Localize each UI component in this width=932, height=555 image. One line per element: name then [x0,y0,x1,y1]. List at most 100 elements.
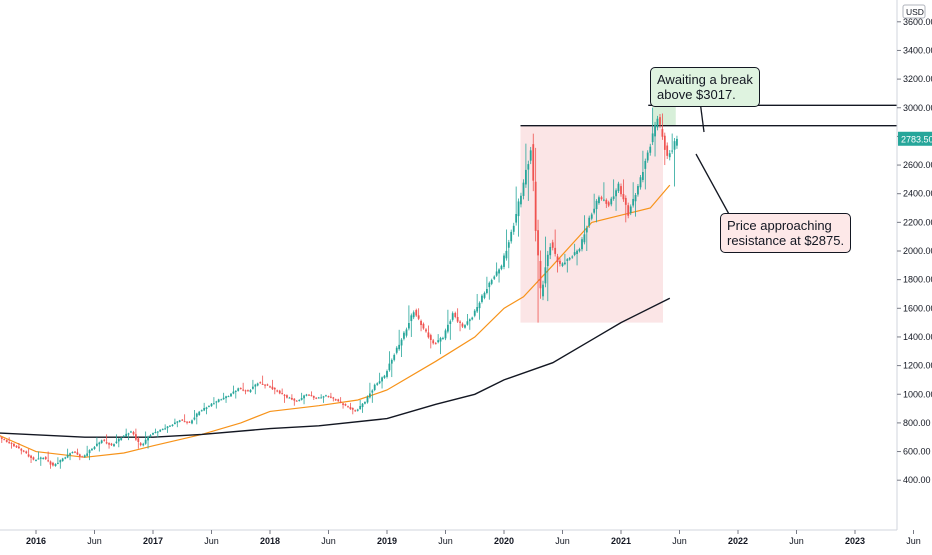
x-tick-label: 2022 [728,536,748,546]
y-tick-label: 3000.00 [903,103,932,113]
candle-body [598,197,600,203]
candle-body [674,141,676,149]
candle-body [111,444,113,445]
candle-body [11,443,13,444]
candle-body [120,438,122,440]
candle-body [174,423,176,424]
candle-body [250,390,252,392]
candle-body [574,252,576,255]
candle-body [237,388,239,390]
candle-body [64,457,66,458]
candle-body [418,315,420,318]
x-tick-label: Jun [321,536,336,546]
y-tick-label: 2000.00 [903,246,932,256]
candle-body [228,396,230,397]
y-tick-label: 2200.00 [903,217,932,227]
candle-body [469,319,471,321]
candle-body [284,395,286,396]
candle-body [3,439,5,440]
candle-body [537,230,539,255]
break-callout: Awaiting a break above $3017. [650,67,760,107]
candle-body [155,432,157,433]
candle-body [89,450,91,453]
candle-body [364,402,366,404]
candle-body [203,408,205,410]
candle-body [20,449,22,451]
break-callout-line2: above $3017. [657,87,753,102]
y-tick-label: 2600.00 [903,160,932,170]
candle-body [445,330,447,338]
candle-body [442,338,444,339]
candle-body [106,442,108,443]
candle-body [62,459,64,462]
candle-body [374,385,376,390]
candle-body [627,205,629,215]
x-tick-label: 2020 [494,536,514,546]
candle-body [25,451,27,453]
candle-body [218,399,220,401]
candle-body [1,437,3,439]
candle-body [576,251,578,254]
candle-body [644,161,646,169]
candle-body [86,453,88,455]
candle-body [410,315,412,321]
candle-body [47,460,49,461]
candle-body [16,446,18,447]
candle-body [615,190,617,196]
candle-body [540,261,542,288]
candle-body [554,248,556,254]
x-tick-label: 2018 [260,536,280,546]
candle-body [596,201,598,209]
candle-body [18,447,20,448]
candle-body [486,289,488,293]
candle-body [184,421,186,422]
candle-body [130,431,132,432]
candle-body [484,293,486,298]
candle-body [96,444,98,446]
candle-body [506,251,508,258]
candle-body [164,428,166,429]
y-tick-label: 600.00 [903,447,931,457]
candle-body [493,277,495,279]
candle-body [586,228,588,233]
candle-body [242,390,244,391]
candle-body [42,458,44,459]
candle-body [133,432,135,434]
candle-body [113,444,115,446]
candle-body [169,426,171,427]
candle-body [74,452,76,453]
candle-body [389,364,391,371]
candle-body [118,439,120,442]
candle-body [562,263,564,266]
candle-body [666,146,668,156]
candle-body [452,313,454,320]
candle-body [588,218,590,226]
candle-body [510,232,512,241]
y-tick-label: 3200.00 [903,74,932,84]
candle-body [335,399,337,400]
candle-body [491,280,493,284]
candle-body [181,420,183,421]
candle-body [396,348,398,353]
candle-body [337,399,339,401]
candle-body [601,197,603,199]
candle-body [306,395,308,396]
candle-body [559,261,561,264]
candle-body [530,150,532,160]
candle-body [459,322,461,323]
candle-body [342,403,344,404]
candle-body [520,196,522,205]
candle-body [357,410,359,411]
candle-body [479,303,481,308]
candle-body [23,451,25,452]
candle-body [474,311,476,316]
candle-body [38,458,40,459]
candle-body [603,200,605,201]
y-tick-label: 1000.00 [903,389,932,399]
y-tick-label: 800.00 [903,418,931,428]
resistance-callout: Price approaching resistance at $2875. [720,213,851,253]
candle-body [269,386,271,387]
candle-body [498,269,500,273]
candle-body [345,404,347,405]
candle-body [428,332,430,337]
